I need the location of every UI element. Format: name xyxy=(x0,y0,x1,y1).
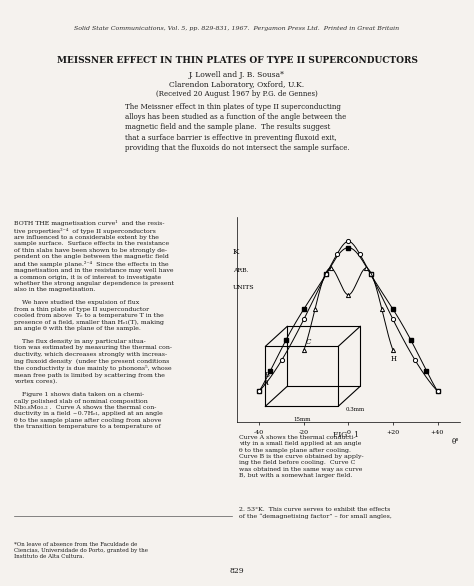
Text: Solid State Communications, Vol. 5, pp. 829-831, 1967.  Pergamon Press Ltd.  Pri: Solid State Communications, Vol. 5, pp. … xyxy=(74,26,400,32)
Text: Clarendon Laboratory, Oxford, U.K.: Clarendon Laboratory, Oxford, U.K. xyxy=(169,81,305,89)
Text: FIG.  1: FIG. 1 xyxy=(333,431,359,439)
Text: 829: 829 xyxy=(230,567,244,575)
Text: C: C xyxy=(306,338,311,346)
Text: 2. 53°K.  This curve serves to exhibit the effects
of the “demagnetising factor”: 2. 53°K. This curve serves to exhibit th… xyxy=(239,507,392,519)
Text: UNITS: UNITS xyxy=(233,284,254,289)
Text: θ°: θ° xyxy=(451,438,459,447)
Text: H: H xyxy=(391,355,397,363)
Text: *On leave of absence from the Faculdade de
Ciencias, Universidade do Porto, gran: *On leave of absence from the Faculdade … xyxy=(14,542,148,560)
Text: J. Lowell and J. B. Sousa*: J. Lowell and J. B. Sousa* xyxy=(189,71,285,80)
Text: K: K xyxy=(233,248,239,255)
Text: B: B xyxy=(264,371,269,379)
Text: 15mm: 15mm xyxy=(293,417,310,422)
Text: 0.3mm: 0.3mm xyxy=(346,407,365,412)
Text: Curve A shows the thermal conducti-
vity in a small field applied at an angle
θ : Curve A shows the thermal conducti- vity… xyxy=(239,435,364,478)
Text: BOTH THE magnetisation curve¹  and the resis-
tive properties²⁻⁴  of type II sup: BOTH THE magnetisation curve¹ and the re… xyxy=(14,220,174,429)
Text: (Received 20 August 1967 by P.G. de Gennes): (Received 20 August 1967 by P.G. de Genn… xyxy=(156,90,318,98)
Text: ARB.: ARB. xyxy=(233,268,248,273)
Text: A: A xyxy=(264,379,269,387)
Text: The Meissner effect in thin plates of type II superconducting
alloys has been st: The Meissner effect in thin plates of ty… xyxy=(125,103,349,152)
Text: MEISSNER EFFECT IN THIN PLATES OF TYPE II SUPERCONDUCTORS: MEISSNER EFFECT IN THIN PLATES OF TYPE I… xyxy=(56,56,418,64)
